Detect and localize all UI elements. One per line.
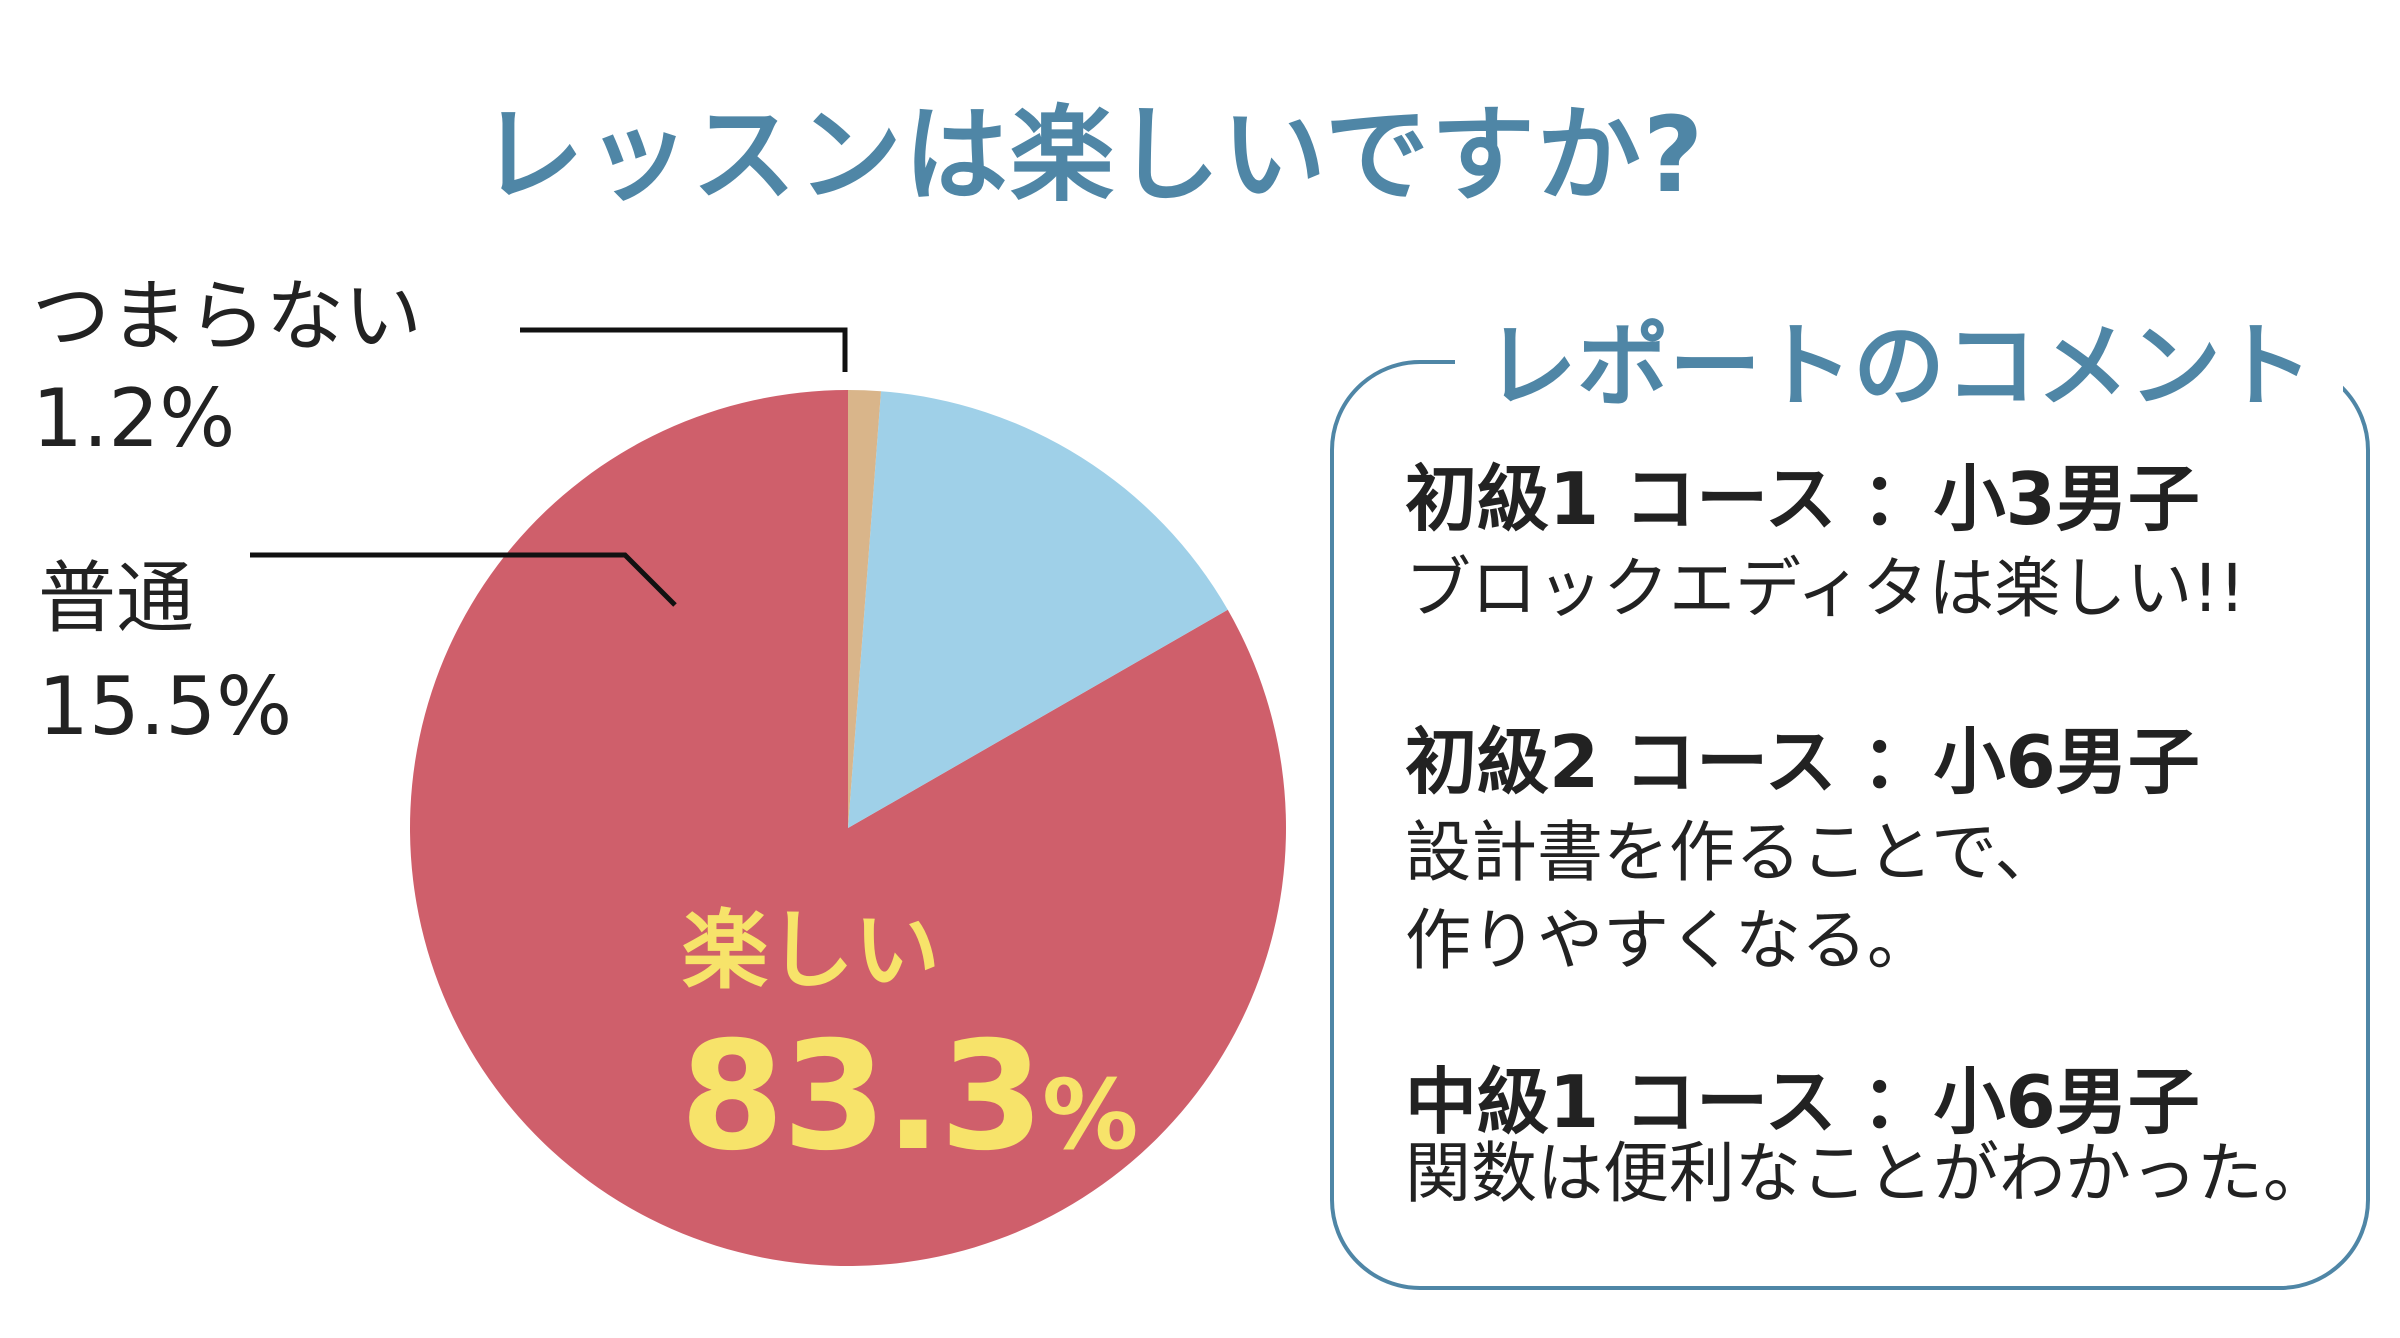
pie-slices — [409, 390, 1286, 1266]
comment-line-2-1: 設計書を作ることで、 — [1405, 814, 2061, 891]
slice-value-fun: 83.3% — [680, 1010, 1138, 1184]
comment-line-3-1: 関数は便利なことがわかった。 — [1405, 1135, 2329, 1212]
comment-header-2: 初級2 コース ：小6男子 — [1405, 720, 2200, 804]
leader-line-normal — [250, 552, 677, 607]
slice-label-normal: 普通 — [38, 554, 195, 644]
slice-value-fun-unit: % — [1042, 1059, 1139, 1171]
comments-panel-title: レポートのコメント — [1455, 292, 2344, 425]
pie-slice-boring — [848, 390, 881, 828]
comment-header-1: 初級1 コース ：小3男子 — [1405, 457, 2200, 541]
slice-label-fun: 楽しい — [682, 901, 940, 1001]
pie-slice-normal — [848, 391, 1228, 828]
slice-value-boring: 1.2% — [32, 372, 236, 465]
slice-label-boring: つまらない — [32, 272, 423, 362]
comment-line-2-2: 作りやすくなる。 — [1405, 902, 1933, 979]
slice-value-fun-number: 83.3 — [680, 1010, 1044, 1184]
comment-line-1-1: ブロックエディタは楽しい!! — [1405, 550, 2246, 627]
leader-line-boring — [520, 327, 848, 372]
slice-value-normal: 15.5% — [38, 660, 293, 753]
chart-title: レッスンは楽しいですか? — [480, 94, 1706, 216]
comment-header-3: 中級1 コース ：小6男子 — [1405, 1060, 2200, 1144]
